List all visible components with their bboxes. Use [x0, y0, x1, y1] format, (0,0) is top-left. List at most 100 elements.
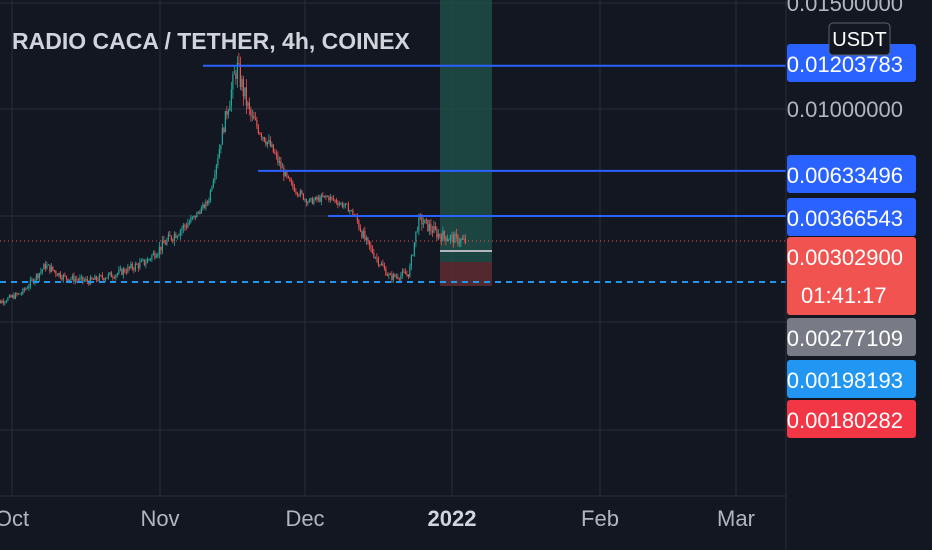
candle-body — [328, 196, 330, 201]
price-badge-level-low: 0.00366543 — [787, 198, 916, 236]
candle-body — [229, 105, 231, 111]
time-axis[interactable]: Oct Nov Dec 2022 Feb Mar — [0, 506, 755, 531]
candle-body — [362, 230, 364, 238]
candle-body — [424, 219, 426, 224]
candle-body — [167, 234, 169, 240]
candle-body — [37, 274, 39, 279]
candle-body — [397, 276, 399, 279]
candle-body — [152, 252, 154, 256]
candle-body — [310, 198, 312, 200]
candle-body — [356, 215, 358, 221]
candle-body — [436, 229, 438, 238]
candle-body — [364, 230, 366, 240]
candle-body — [44, 264, 46, 269]
candle-body — [83, 280, 85, 282]
horizontal-lines[interactable] — [0, 64, 786, 283]
price-badge-value: 0.00198193 — [787, 368, 903, 393]
candle-body — [23, 288, 25, 290]
candle-body — [115, 275, 117, 278]
candle-body — [28, 286, 30, 289]
candle-body — [430, 224, 432, 231]
currency-unit-button[interactable]: USDT — [828, 22, 891, 56]
candle-body — [197, 212, 199, 214]
candle-body — [128, 266, 130, 268]
candle-body — [151, 255, 153, 260]
candle-body — [199, 212, 201, 214]
candle-body — [250, 109, 252, 116]
candle-body — [434, 226, 436, 230]
candle-body — [394, 274, 396, 277]
candle-body — [454, 233, 456, 243]
candle-body — [257, 126, 259, 134]
candle-body — [220, 144, 222, 150]
candle-body — [134, 263, 136, 270]
candle-body — [314, 197, 316, 200]
candle-body — [68, 279, 70, 281]
price-badge-dashed-level: 0.00198193 — [787, 360, 916, 398]
candle-body — [272, 144, 274, 153]
candle-body — [446, 239, 448, 241]
candle-body — [439, 233, 441, 237]
candle-body — [46, 265, 48, 269]
candle-body — [77, 279, 79, 281]
candle-body — [50, 266, 52, 272]
candle-body — [416, 230, 418, 232]
candle-body — [97, 279, 99, 281]
candle-body — [295, 191, 297, 193]
candle-body — [340, 203, 342, 204]
candle-body — [35, 274, 37, 280]
candle-body — [157, 253, 159, 257]
candle-body — [239, 63, 241, 87]
candle-body — [16, 293, 18, 295]
time-label-mar: Mar — [717, 506, 755, 531]
candle-body — [238, 62, 240, 64]
candle-body — [101, 275, 103, 279]
candle-body — [10, 295, 12, 298]
candle-body — [17, 293, 19, 295]
candle-body — [283, 167, 285, 177]
candle-body — [8, 295, 10, 298]
price-axis[interactable]: 0.01500000 0.01000000 — [787, 0, 903, 122]
candle-body — [449, 235, 451, 240]
candle-body — [146, 259, 148, 264]
candle-body — [184, 225, 186, 227]
price-badge-bg — [787, 360, 916, 398]
candle-body — [409, 265, 411, 277]
candle-body — [422, 223, 424, 225]
candle-body — [112, 277, 114, 278]
chart-title: RADIO CACA / TETHER, 4h, COINEX — [12, 28, 410, 54]
candle-body — [110, 272, 112, 278]
candle-body — [359, 227, 361, 232]
candle-body — [275, 153, 277, 155]
price-badge-bg — [787, 318, 916, 356]
candle-body — [95, 276, 97, 280]
candle-body — [221, 128, 223, 145]
price-badge-value: 0.00366543 — [787, 206, 903, 231]
candle-body — [308, 199, 310, 203]
candle-body — [187, 223, 189, 228]
candle-body — [350, 210, 352, 212]
candle-body — [437, 233, 439, 238]
candle-body — [367, 237, 369, 241]
candle-body — [443, 231, 445, 237]
candle-body — [70, 278, 72, 280]
candle-body — [41, 269, 43, 272]
candles — [0, 52, 466, 306]
candle-body — [383, 265, 385, 269]
candle-body — [5, 300, 7, 302]
candle-body — [227, 110, 229, 115]
candle-body — [344, 203, 346, 206]
position-zones — [440, 0, 492, 286]
candle-body — [376, 257, 378, 259]
candle-body — [49, 264, 51, 272]
candle-body — [431, 230, 433, 233]
candle-body — [218, 149, 220, 159]
candle-body — [281, 167, 283, 169]
candle-body — [242, 79, 244, 97]
candle-body — [31, 279, 33, 281]
candle-body — [154, 252, 156, 258]
candle-body — [64, 274, 66, 276]
candle-body — [232, 74, 234, 90]
price-badge-value: 0.00180282 — [787, 408, 903, 433]
